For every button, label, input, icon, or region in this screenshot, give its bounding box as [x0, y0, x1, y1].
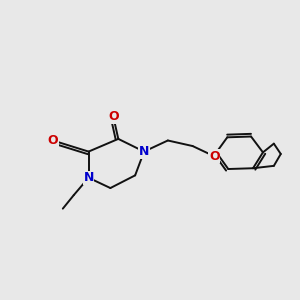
Text: O: O — [209, 150, 220, 163]
Text: O: O — [108, 110, 119, 123]
Text: N: N — [83, 171, 94, 184]
Text: N: N — [139, 145, 149, 158]
Text: O: O — [48, 134, 58, 147]
